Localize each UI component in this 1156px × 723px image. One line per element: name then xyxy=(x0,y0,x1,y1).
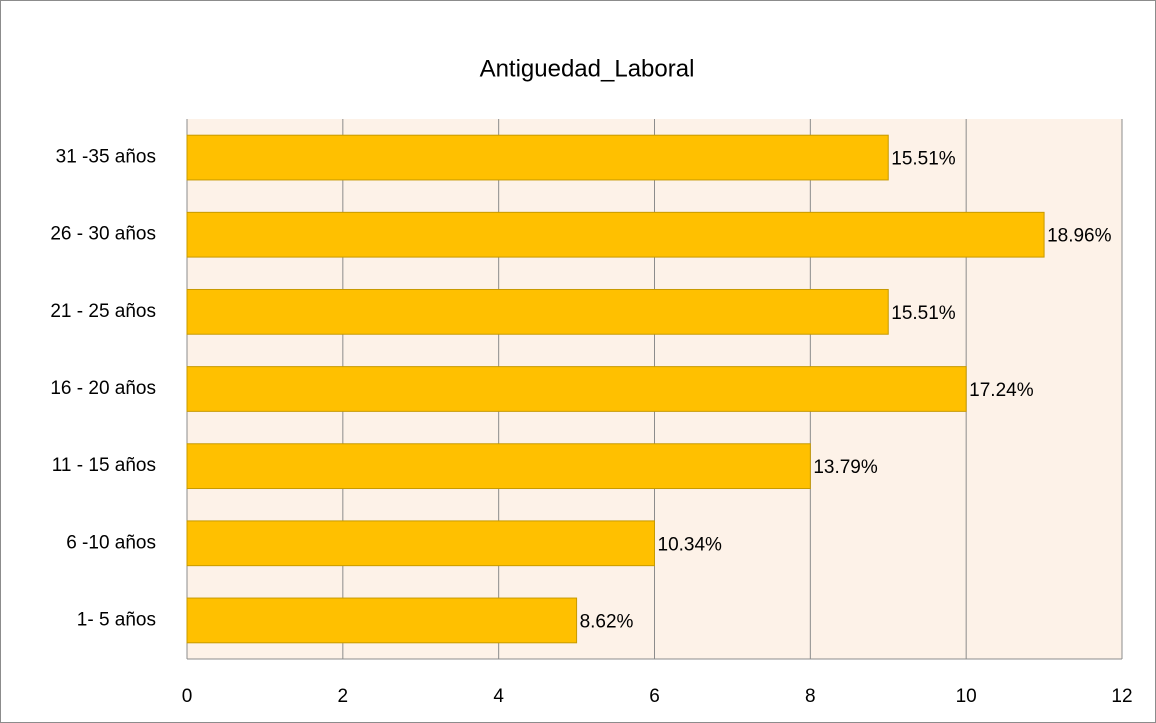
bar xyxy=(186,288,889,335)
x-tick-label: 0 xyxy=(182,686,193,707)
data-label: 18.96% xyxy=(1047,226,1112,247)
x-tick-label: 10 xyxy=(956,686,977,707)
data-label: 13.79% xyxy=(813,457,878,478)
y-tick-label: 16 - 20 años xyxy=(50,378,156,399)
bar xyxy=(186,443,811,490)
data-label: 15.51% xyxy=(891,303,956,324)
chart-title: Antiguedad_Laboral xyxy=(480,55,695,82)
bar xyxy=(186,597,578,644)
data-label: 15.51% xyxy=(891,149,956,170)
y-tick-label: 6 -10 años xyxy=(66,532,156,553)
x-tick-label: 2 xyxy=(338,686,349,707)
y-tick-label: 1- 5 años xyxy=(77,609,156,630)
data-label: 8.62% xyxy=(580,611,634,632)
bar xyxy=(186,520,655,567)
y-tick-label: 31 -35 años xyxy=(56,147,156,168)
x-tick-label: 4 xyxy=(493,686,504,707)
y-tick-label: 11 - 15 años xyxy=(52,455,156,476)
data-label: 10.34% xyxy=(658,534,723,555)
bar xyxy=(186,211,1045,258)
x-tick-label: 6 xyxy=(649,686,660,707)
y-tick-label: 26 - 30 años xyxy=(50,224,156,245)
x-tick-label: 8 xyxy=(805,686,816,707)
data-label: 17.24% xyxy=(969,380,1034,401)
x-tick-label: 12 xyxy=(1111,686,1132,707)
y-tick-label: 21 - 25 años xyxy=(50,301,156,322)
bar xyxy=(186,134,889,181)
bar xyxy=(186,366,967,412)
